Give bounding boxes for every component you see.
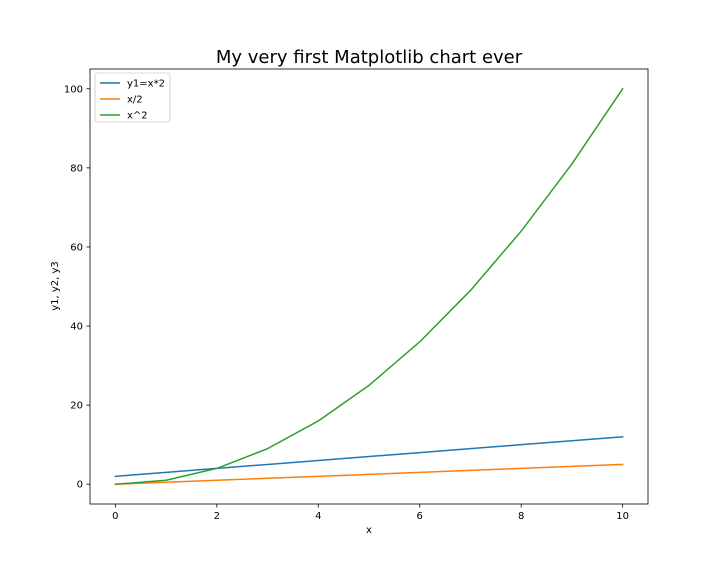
series-line-x-2 [114,463,624,486]
plot-frame [89,68,649,505]
y-tick-label: 80 [70,163,83,174]
series-line-y1-x-2 [114,435,624,478]
y-tick-label: 40 [70,322,83,333]
y-axis-label: y1, y2, y3 [50,261,61,311]
x-axis-label: x [366,525,372,536]
x-axis-ticks: 0 2 4 6 8 10 [112,504,629,522]
legend-label: x/2 [127,95,143,106]
y-axis-ticks: 0 20 40 60 80 100 [64,84,90,491]
y-tick-label: 20 [70,401,83,412]
series-lines [114,87,624,486]
legend-label: x^2 [127,111,148,122]
x-tick-label: 2 [214,511,220,522]
y-tick-label: 100 [64,84,83,95]
chart-title: My very first Matplotlib chart ever [216,47,523,68]
x-tick-label: 0 [112,511,118,522]
legend-label: y1=x*2 [127,79,165,90]
legend-box [94,72,171,123]
x-tick-label: 10 [616,511,629,522]
y-tick-label: 60 [70,242,83,253]
x-tick-label: 8 [518,511,524,522]
y-tick-label: 0 [77,480,83,491]
legend: y1=x*2 x/2 x^2 [94,72,171,123]
series-line-x-2 [114,87,624,486]
x-tick-label: 6 [417,511,423,522]
x-tick-label: 4 [315,511,321,522]
